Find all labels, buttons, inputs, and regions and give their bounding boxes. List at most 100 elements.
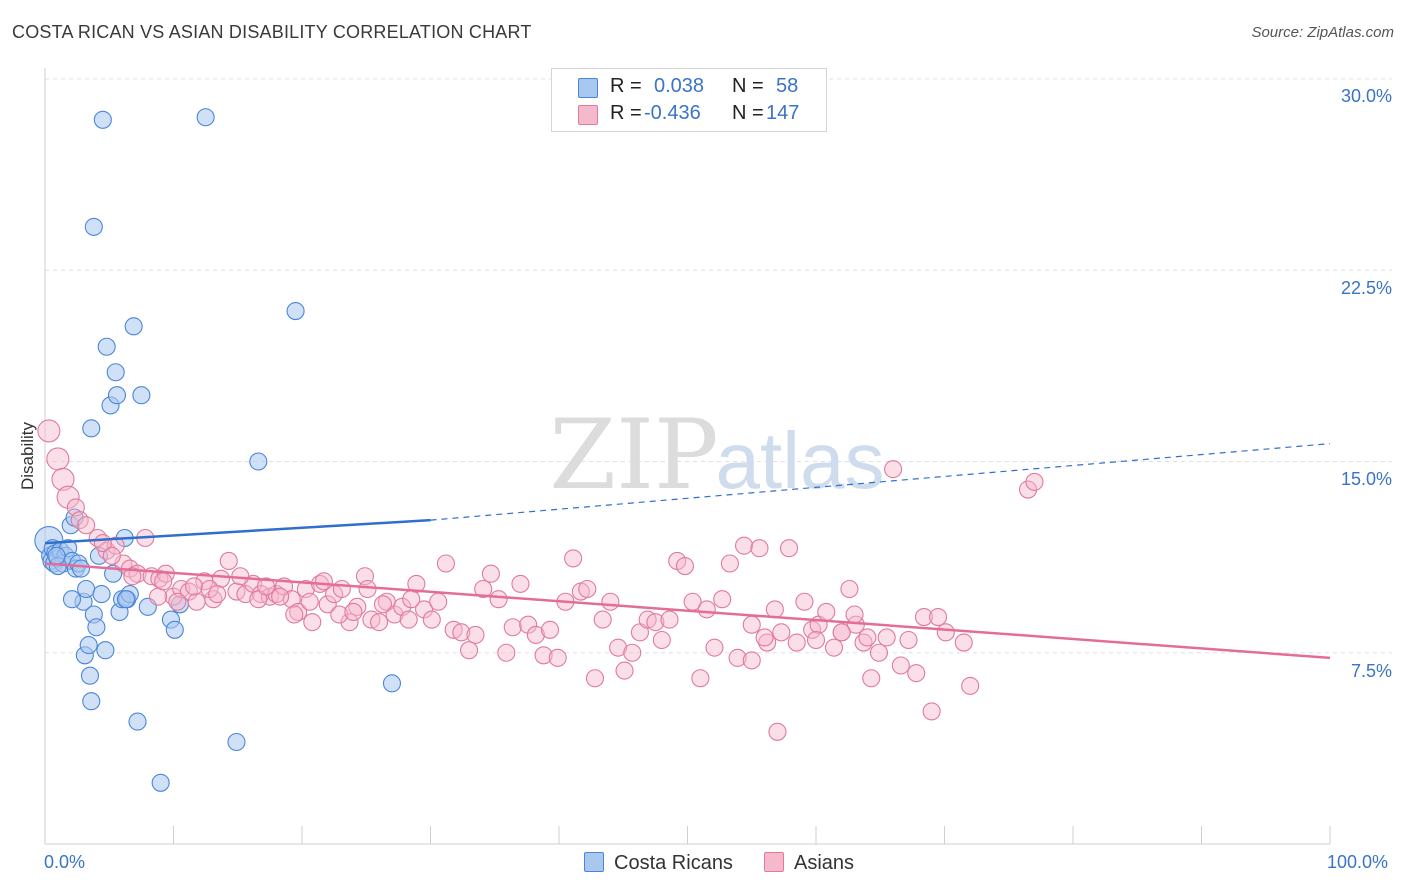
asian-point: [489, 590, 508, 609]
asian-point: [56, 485, 80, 509]
source-credit: Source: ZipAtlas.com: [1251, 24, 1394, 41]
legend-r-value: -0.436: [644, 102, 701, 124]
asian-point: [817, 602, 836, 622]
asian-point: [318, 595, 337, 614]
watermark-zip: ZIP: [549, 399, 718, 511]
costa-ricans-points: [34, 108, 402, 792]
asian-point: [779, 539, 799, 558]
costa-rican-point: [82, 419, 101, 438]
costa-rican-point: [165, 620, 184, 639]
asian-point: [123, 567, 142, 586]
y-tick-22-5: 22.5%: [1340, 278, 1392, 298]
asian-point: [1018, 480, 1038, 499]
asian-point: [720, 554, 739, 573]
costa-rican-point: [382, 674, 402, 693]
asian-point: [564, 549, 583, 568]
asian-point: [877, 628, 896, 647]
costa-rican-point: [71, 559, 91, 578]
asian-point: [219, 551, 238, 571]
asian-point: [858, 628, 877, 647]
asian-point: [340, 613, 359, 632]
asian-point: [954, 633, 973, 652]
asian-point: [691, 669, 710, 688]
costa-rican-point: [62, 590, 82, 609]
asian-point: [734, 536, 754, 555]
asian-point: [540, 620, 560, 639]
asian-point: [806, 630, 826, 650]
bottom-legend-costa-ricans: Costa Ricans: [584, 852, 733, 875]
asian-point: [585, 669, 605, 688]
asian-point: [675, 556, 694, 576]
asian-point: [519, 615, 538, 634]
asian-point: [154, 572, 173, 591]
legend-r-value: 0.038: [654, 75, 705, 97]
asian-point: [88, 528, 107, 548]
asian-point: [102, 546, 121, 565]
bottom-legend-asians: Asians: [764, 852, 854, 875]
asian-point: [1025, 472, 1044, 491]
asian-point: [713, 590, 732, 609]
asian-point: [415, 600, 434, 619]
bottom-legend-swatch-pink: [764, 852, 784, 872]
asian-point: [795, 592, 814, 611]
asian-point: [899, 630, 918, 650]
asian-point: [399, 610, 418, 629]
asian-point: [929, 607, 948, 627]
asian-point: [832, 623, 851, 642]
asian-point: [429, 592, 448, 611]
asian-point: [578, 579, 597, 599]
asian-point: [961, 676, 980, 695]
legend-r-label: R =: [610, 102, 642, 124]
chart-title: COSTA RICAN VS ASIAN DISABILITY CORRELAT…: [12, 22, 532, 42]
costa-rican-point: [151, 773, 170, 792]
costa-rican-point: [196, 108, 215, 127]
costa-rican-point: [47, 546, 66, 565]
asian-point: [534, 646, 553, 665]
y-axis-label: Disability: [18, 421, 37, 491]
axes: [44, 68, 1331, 845]
costa-rican-point: [96, 641, 115, 660]
asian-point: [168, 592, 187, 611]
asian-point: [728, 648, 747, 667]
asian-point: [755, 628, 774, 647]
trendlines: [44, 443, 1331, 660]
costa-rican-point: [132, 386, 151, 405]
asian-point: [185, 577, 204, 596]
asian-point: [869, 643, 889, 662]
stats-legend: R = 0.038 N = 58 R = -0.436 N = 147: [551, 68, 827, 132]
asian-point: [503, 618, 522, 637]
asian-point: [845, 605, 864, 624]
asians-points: [37, 419, 1044, 741]
asian-point: [526, 625, 545, 644]
asian-point: [332, 579, 351, 599]
asian-point: [330, 605, 349, 624]
costa-rican-point: [97, 337, 116, 356]
asian-point: [511, 574, 530, 593]
asian-point: [37, 419, 61, 443]
asian-point: [660, 610, 679, 629]
asian-point: [862, 669, 881, 688]
asian-point: [285, 605, 304, 624]
costa-rican-point: [227, 732, 246, 752]
asian-point: [187, 592, 206, 611]
legend-n-value: 147: [766, 102, 800, 124]
asian-point: [768, 722, 787, 741]
costa-rican-point: [249, 452, 268, 471]
asian-point: [548, 648, 567, 667]
asian-point: [705, 638, 724, 657]
asian-point: [772, 623, 791, 642]
legend-swatch-blue: [578, 78, 598, 98]
asian-point: [466, 625, 485, 644]
asian-point: [474, 579, 493, 599]
asian-point: [300, 592, 319, 611]
costa-rican-point: [124, 317, 143, 336]
costa-rican-point: [87, 618, 106, 637]
x-tick-100: 100.0%: [1327, 852, 1389, 872]
y-tick-30: 30.0%: [1340, 86, 1392, 106]
asian-point: [149, 587, 168, 606]
costa-rican-point: [82, 692, 101, 711]
costa-rican-point: [107, 386, 127, 405]
asian-point: [697, 600, 716, 619]
asian-point: [936, 623, 955, 642]
